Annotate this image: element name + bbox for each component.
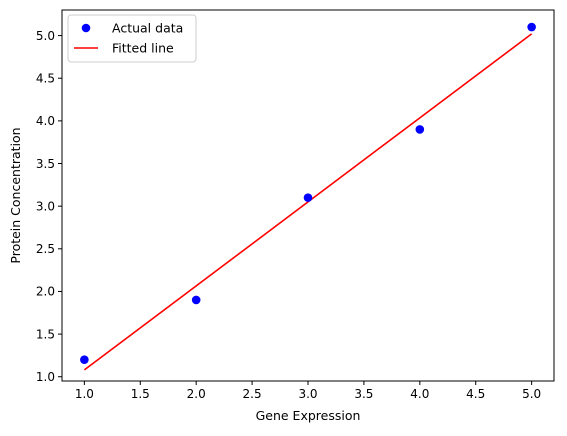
x-tick-label: 2.5	[243, 387, 262, 401]
y-tick-label: 3.0	[36, 199, 55, 213]
data-point	[80, 355, 89, 364]
y-tick-label: 5.0	[36, 29, 55, 43]
y-tick-label: 4.5	[36, 72, 55, 86]
legend-label-fitted-line: Fitted line	[112, 41, 174, 56]
x-tick-label: 4.5	[466, 387, 485, 401]
x-tick-label: 3.5	[354, 387, 373, 401]
x-axis-ticks: 1.0 1.5 2.0 2.5 3.0 3.5 4.0 4.5 5.0	[75, 381, 541, 401]
y-tick-label: 2.5	[36, 242, 55, 256]
x-tick-label: 1.0	[75, 387, 94, 401]
y-tick-label: 2.0	[36, 285, 55, 299]
legend: Actual data Fitted line	[67, 14, 197, 63]
x-tick-label: 5.0	[522, 387, 541, 401]
y-tick-label: 1.5	[36, 327, 55, 341]
x-tick-label: 4.0	[410, 387, 429, 401]
data-point	[415, 125, 425, 134]
y-tick-label: 3.5	[36, 157, 55, 171]
x-tick-label: 1.5	[131, 387, 150, 401]
y-axis-ticks: 1.0 1.5 2.0 2.5 3.0 3.5 4.0 4.5 5.0	[36, 29, 62, 384]
x-tick-label: 2.0	[187, 387, 206, 401]
y-tick-label: 4.0	[36, 114, 55, 128]
legend-label-actual-data: Actual data	[112, 21, 183, 36]
data-point	[527, 22, 536, 32]
y-axis-label: Protein Concentration	[8, 127, 23, 263]
legend-marker-actual-data	[81, 23, 91, 33]
y-tick-label: 1.0	[36, 370, 55, 384]
data-point	[191, 295, 201, 305]
data-point	[303, 193, 313, 202]
x-tick-label: 3.0	[298, 387, 317, 401]
x-axis-label: Gene Expression	[256, 408, 361, 423]
legend-box	[67, 14, 197, 63]
series-points	[80, 22, 536, 364]
